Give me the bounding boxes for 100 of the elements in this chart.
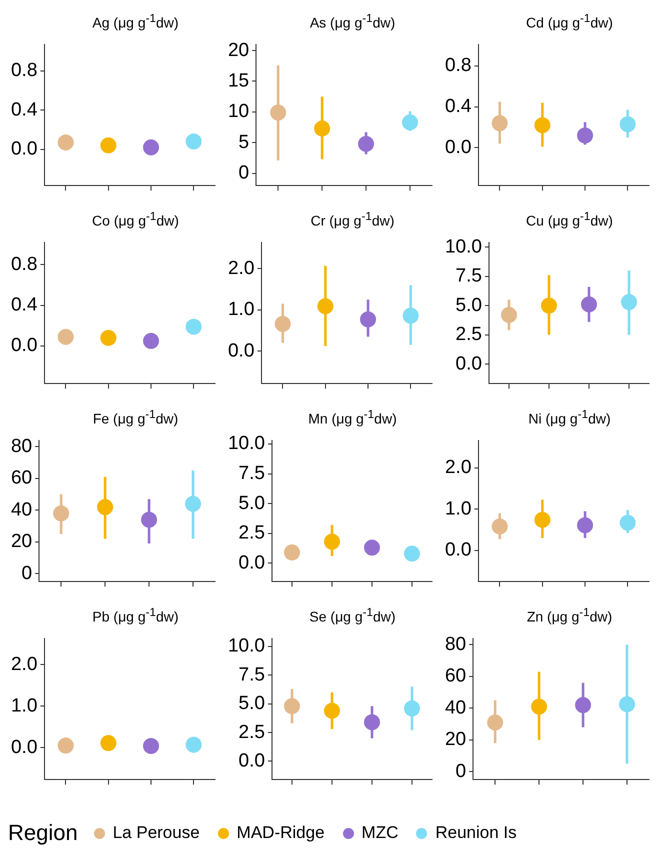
chart-title: Mn (μg g$^{-1}$dw) — [307, 407, 398, 427]
y-tick-label: 2.5 — [238, 522, 265, 544]
point — [620, 116, 636, 132]
y-tick-label: 0.0 — [228, 340, 254, 362]
point — [492, 518, 508, 534]
point — [58, 134, 74, 150]
point — [577, 127, 594, 144]
point — [580, 296, 597, 312]
point — [100, 137, 116, 154]
y-tick-label: 0.4 — [10, 294, 38, 316]
y-tick-label: 0.4 — [10, 99, 38, 120]
y-tick-label: 7.5 — [456, 266, 482, 287]
y-tick-label: 5.0 — [238, 492, 265, 514]
legend-label: La Perouse — [112, 823, 200, 843]
y-tick-label: 10 — [228, 101, 250, 122]
chart-title: Cd (μg g$^{-1}$dw) — [525, 11, 614, 31]
point — [100, 330, 116, 346]
point — [577, 517, 594, 534]
y-tick-label: 0.0 — [238, 552, 265, 574]
y-tick-label: 0 — [456, 760, 466, 782]
y-tick-label: 5.0 — [238, 693, 265, 714]
point — [58, 328, 74, 345]
y-tick-label: 2.5 — [456, 324, 482, 346]
chart-title: Cr (μg g$^{-1}$dw) — [310, 209, 396, 229]
y-tick-label: 2.0 — [10, 654, 38, 675]
y-tick-label: 2.0 — [228, 258, 254, 279]
chart-title: Ag (μg g$^{-1}$dw) — [91, 11, 180, 31]
point — [575, 697, 592, 714]
y-tick-label: 20 — [10, 531, 32, 552]
point — [402, 114, 418, 130]
legend-title: Region — [8, 820, 78, 846]
chart-title: Se (μg g$^{-1}$dw) — [308, 605, 397, 625]
point — [284, 698, 300, 714]
point — [324, 534, 340, 550]
point — [492, 115, 508, 132]
y-tick-label: 40 — [10, 499, 32, 520]
point — [186, 133, 202, 150]
y-tick-label: 1.0 — [444, 498, 472, 520]
y-tick-label: 0.0 — [238, 750, 265, 772]
y-tick-label: 2.0 — [444, 457, 472, 478]
y-tick-label: 0.8 — [444, 55, 472, 76]
y-tick-label: 0 — [22, 562, 32, 584]
y-tick-label: 0.0 — [444, 540, 472, 561]
y-tick-label: 1.0 — [228, 299, 254, 320]
point — [274, 316, 291, 332]
y-tick-label: 7.5 — [238, 463, 265, 484]
point — [364, 714, 380, 730]
y-tick-label: 15 — [228, 70, 250, 92]
y-tick-label: 7.5 — [238, 664, 265, 686]
point — [270, 104, 286, 121]
y-tick-label: 0.8 — [10, 254, 38, 275]
point — [360, 311, 376, 328]
point — [141, 512, 158, 528]
chart-title: As (μg g$^{-1}$dw) — [308, 11, 396, 31]
point — [402, 308, 419, 324]
point — [358, 136, 374, 152]
y-tick-label: 60 — [444, 666, 466, 687]
point — [531, 698, 548, 715]
y-tick-label: 20 — [228, 40, 250, 61]
y-tick-label: 0.8 — [10, 60, 38, 82]
legend-label: MAD-Ridge — [236, 823, 325, 843]
y-tick-label: 10.0 — [228, 433, 265, 454]
y-tick-label: 40 — [444, 697, 466, 718]
legend-label: Reunion Is — [435, 823, 517, 843]
point — [620, 514, 636, 531]
y-tick-label: 0.0 — [10, 138, 38, 160]
y-tick-label: 0 — [238, 162, 250, 184]
y-tick-label: 10.0 — [444, 236, 482, 258]
y-tick-label: 60 — [10, 468, 32, 489]
point — [324, 702, 340, 719]
point — [404, 700, 420, 716]
point — [314, 120, 330, 137]
point — [364, 540, 380, 556]
point — [500, 306, 517, 323]
chart-title: Ni (μg g$^{-1}$dw) — [527, 407, 612, 427]
chart-title: Co (μg g$^{-1}$dw) — [91, 209, 180, 229]
point — [284, 544, 300, 560]
point — [97, 499, 114, 516]
y-tick-label: 5.0 — [456, 294, 482, 316]
y-tick-label: 0.0 — [10, 335, 38, 356]
point — [143, 139, 160, 156]
point — [487, 714, 504, 730]
point — [317, 298, 334, 314]
y-tick-label: 0.4 — [444, 96, 472, 118]
y-tick-label: 0.0 — [456, 353, 482, 374]
chart-title: Fe (μg g$^{-1}$dw) — [92, 407, 180, 427]
point — [534, 512, 550, 528]
legend-label: MZC — [362, 823, 398, 843]
point — [53, 505, 70, 522]
point — [534, 117, 550, 134]
point — [620, 294, 637, 310]
point — [186, 318, 202, 335]
chart-title: Cu (μg g$^{-1}$dw) — [525, 209, 614, 229]
y-tick-label: 5 — [238, 132, 250, 153]
chart-title: Pb (μg g$^{-1}$dw) — [91, 605, 180, 625]
y-tick-label: 80 — [444, 634, 466, 655]
point — [185, 496, 202, 512]
y-tick-label: 0.0 — [10, 736, 38, 758]
chart-title: Zn (μg g$^{-1}$dw) — [526, 605, 614, 625]
point — [143, 332, 160, 349]
